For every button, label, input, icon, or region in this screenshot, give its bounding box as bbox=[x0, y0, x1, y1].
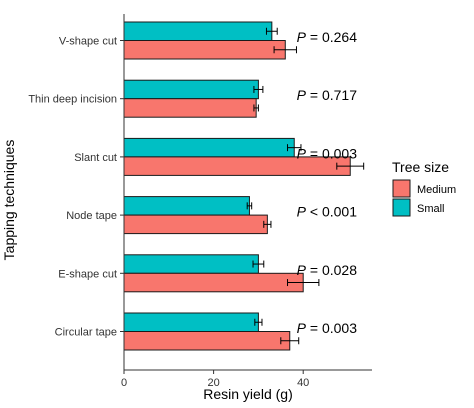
legend-entries: Medium Small bbox=[392, 179, 456, 217]
labels-layer: V-shape cut P = 0.264 Thin deep incision P … bbox=[28, 29, 357, 389]
category-label-4: Node tape bbox=[66, 210, 117, 222]
p-value-4: P < 0.001 bbox=[297, 204, 358, 220]
error-bar-medium-6 bbox=[280, 337, 300, 345]
error-bar-medium-5 bbox=[287, 279, 320, 287]
p-value-1: P = 0.264 bbox=[297, 29, 358, 45]
error-bar-medium-1 bbox=[273, 46, 297, 54]
legend: Tree size Medium Small bbox=[392, 159, 456, 217]
bars-layer bbox=[123, 21, 365, 351]
x-tick-label-2: 20 bbox=[207, 377, 219, 389]
error-bar-small-3 bbox=[287, 144, 302, 152]
x-tick-label-3: 40 bbox=[297, 377, 309, 389]
bar-small-4 bbox=[123, 196, 250, 216]
error-bar-small-5 bbox=[252, 260, 265, 268]
x-axis-title: Resin yield (g) bbox=[203, 386, 292, 402]
bar-small-2 bbox=[123, 79, 259, 100]
bar-medium-4 bbox=[123, 214, 268, 235]
category-label-5: E-shape cut bbox=[58, 268, 117, 280]
legend-swatch-medium bbox=[392, 179, 411, 198]
bar-medium-2 bbox=[123, 98, 257, 118]
bar-small-1 bbox=[123, 21, 273, 41]
bar-small-6 bbox=[123, 312, 259, 332]
error-bar-medium-4 bbox=[263, 220, 272, 228]
bar-medium-5 bbox=[123, 272, 304, 293]
p-value-5: P = 0.028 bbox=[297, 262, 358, 278]
error-bar-small-1 bbox=[265, 27, 278, 35]
error-bar-small-2 bbox=[253, 85, 264, 93]
category-label-3: Slant cut bbox=[74, 152, 117, 164]
bar-small-5 bbox=[123, 254, 259, 274]
error-bar-small-6 bbox=[254, 318, 263, 326]
p-value-2: P = 0.717 bbox=[297, 87, 358, 103]
y-axis-title: Tapping techniques bbox=[1, 140, 17, 261]
error-bar-small-4 bbox=[246, 202, 253, 210]
x-tick-label-1: 0 bbox=[121, 377, 127, 389]
p-value-3: P = 0.003 bbox=[297, 145, 358, 161]
bar-medium-1 bbox=[123, 40, 286, 60]
axes-layer bbox=[123, 14, 372, 371]
legend-label-small: Small bbox=[417, 203, 445, 215]
legend-swatch-small bbox=[392, 198, 411, 217]
category-label-1: V-shape cut bbox=[59, 36, 117, 48]
error-bar-medium-2 bbox=[253, 104, 259, 112]
error-bar-medium-3 bbox=[336, 162, 365, 170]
legend-title: Tree size bbox=[392, 159, 449, 175]
category-label-2: Thin deep incision bbox=[28, 94, 117, 106]
category-label-6: Circular tape bbox=[55, 327, 117, 339]
bar-medium-6 bbox=[123, 331, 291, 351]
bar-small-3 bbox=[123, 137, 295, 158]
legend-label-medium: Medium bbox=[417, 184, 456, 196]
p-value-6: P = 0.003 bbox=[297, 320, 358, 336]
